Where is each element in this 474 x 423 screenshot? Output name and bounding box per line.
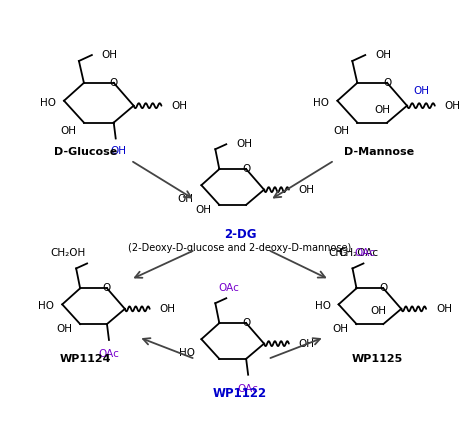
- Text: OH: OH: [370, 306, 386, 316]
- Text: CH₂: CH₂: [328, 248, 347, 258]
- Text: OH: OH: [436, 304, 452, 314]
- Text: OH: OH: [333, 324, 348, 334]
- Text: O: O: [109, 78, 118, 88]
- Text: OH: OH: [172, 101, 187, 111]
- Text: OAc: OAc: [237, 384, 259, 394]
- Text: O: O: [242, 164, 250, 174]
- Text: OH: OH: [60, 126, 76, 135]
- Text: HO: HO: [40, 98, 56, 108]
- Text: O: O: [103, 283, 111, 293]
- Text: CH₂OAc: CH₂OAc: [338, 248, 379, 258]
- Text: OH: OH: [56, 324, 72, 334]
- Text: HO: HO: [180, 348, 195, 358]
- Text: O: O: [379, 283, 387, 293]
- Text: CH₂OH: CH₂OH: [51, 248, 86, 258]
- Text: OAc: OAc: [99, 349, 119, 359]
- Text: OH: OH: [375, 50, 391, 60]
- Text: WP1122: WP1122: [213, 387, 267, 400]
- Text: OH: OH: [374, 104, 390, 115]
- Text: D-Mannose: D-Mannose: [344, 147, 414, 157]
- Text: OH: OH: [111, 146, 127, 157]
- Text: (2-Deoxy-D-glucose and 2-deoxy-D-mannose): (2-Deoxy-D-glucose and 2-deoxy-D-mannose…: [128, 243, 352, 253]
- Text: HO: HO: [315, 301, 331, 311]
- Text: OH: OH: [236, 139, 252, 149]
- Text: OH: OH: [333, 126, 349, 135]
- Text: OAc: OAc: [219, 283, 240, 293]
- Text: O: O: [242, 318, 250, 328]
- Text: OH: OH: [195, 205, 211, 215]
- Text: OH: OH: [160, 304, 176, 314]
- Text: O: O: [383, 78, 391, 88]
- Text: OH: OH: [177, 194, 193, 204]
- Text: 2-DG: 2-DG: [224, 228, 256, 242]
- Text: OH: OH: [413, 86, 429, 96]
- Text: OH: OH: [299, 185, 315, 195]
- Text: OH: OH: [445, 101, 461, 111]
- Text: OH: OH: [102, 50, 118, 60]
- Text: WP1125: WP1125: [352, 354, 403, 364]
- Text: OAc: OAc: [355, 248, 375, 258]
- Text: D-Glucose: D-Glucose: [54, 147, 118, 157]
- Text: HO: HO: [38, 301, 55, 311]
- Text: OH: OH: [299, 339, 315, 349]
- Text: WP1124: WP1124: [60, 354, 112, 364]
- Text: HO: HO: [313, 98, 329, 108]
